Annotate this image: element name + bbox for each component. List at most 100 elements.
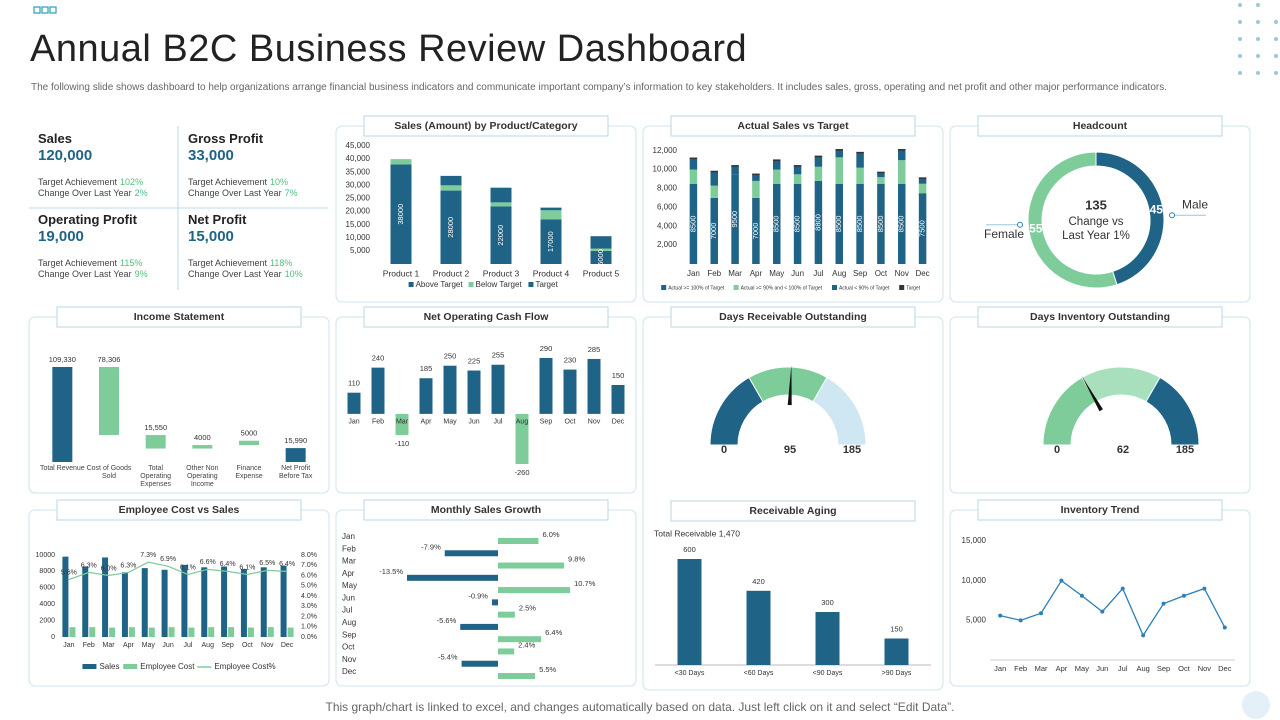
title-box bbox=[670, 115, 916, 137]
kpi-change-label: Change Over Last Year bbox=[188, 269, 282, 279]
bar bbox=[419, 378, 433, 414]
title-box bbox=[670, 500, 916, 522]
value-label: 250 bbox=[444, 352, 457, 361]
gauge-value: 95 bbox=[784, 444, 796, 456]
point bbox=[1202, 586, 1207, 591]
bar-segment bbox=[918, 183, 927, 194]
bar bbox=[371, 367, 385, 414]
point bbox=[1100, 609, 1105, 614]
kpi-target-line: Target Achievement 118% bbox=[188, 258, 328, 269]
waterfall-bar bbox=[145, 435, 166, 449]
center-label: Change vs bbox=[1069, 216, 1124, 228]
y-tick-label: 20,000 bbox=[346, 207, 371, 216]
x-tick-label: Jan bbox=[687, 269, 700, 278]
kpi-gap bbox=[188, 245, 328, 258]
point bbox=[1181, 593, 1186, 598]
bar bbox=[467, 370, 481, 414]
annotation: Total Receivable 1,470 bbox=[654, 528, 740, 538]
value-label: 6.5% bbox=[259, 560, 275, 567]
value-label: 6.4% bbox=[279, 561, 295, 568]
y-tick-label: Jul bbox=[342, 606, 352, 615]
deco-circle bbox=[1242, 691, 1270, 719]
kpi-change-line: Change Over Last Year 7% bbox=[188, 188, 328, 199]
waterfall-bar bbox=[239, 440, 259, 446]
x-tick-label: May bbox=[769, 269, 784, 278]
value-label: 78,306 bbox=[98, 355, 121, 364]
kpi-gap bbox=[38, 164, 178, 177]
x-tick-label: <60 Days bbox=[744, 670, 774, 677]
x-tick-label: Finance Expense bbox=[235, 465, 263, 480]
legend-label: Below Target bbox=[476, 280, 523, 289]
bar-segment bbox=[835, 157, 843, 184]
value-label: 185 bbox=[420, 364, 433, 373]
bar bbox=[102, 557, 109, 637]
bar bbox=[498, 636, 542, 643]
value-label: 2.4% bbox=[518, 640, 535, 649]
data-label: 8500 bbox=[772, 216, 781, 233]
x-tick-label: Oct bbox=[875, 269, 888, 278]
y-tick-label: Jun bbox=[342, 593, 355, 602]
y-tick-label: Sep bbox=[342, 630, 357, 639]
bar bbox=[181, 564, 188, 637]
bar-segment bbox=[752, 174, 760, 181]
bar bbox=[491, 364, 505, 414]
x-tick-label: Mar bbox=[103, 642, 116, 649]
page-description: The following slide shows dashboard to h… bbox=[31, 82, 1167, 93]
x-tick-label: Oct bbox=[565, 419, 576, 426]
value-label: 5000 bbox=[241, 429, 258, 438]
x-tick-label: Total Revenue bbox=[39, 465, 85, 472]
bar-segment bbox=[490, 206, 512, 264]
y-tick-label: Apr bbox=[342, 569, 355, 578]
chart-title: Sales (Amount) by Product/Category bbox=[394, 120, 577, 132]
value-label: 290 bbox=[540, 344, 553, 353]
bar bbox=[395, 413, 409, 436]
x-tick-label: Feb bbox=[707, 269, 721, 278]
title-box bbox=[977, 306, 1223, 328]
y2-tick-label: 7.0% bbox=[301, 562, 317, 569]
data-label: 7000 bbox=[709, 223, 718, 240]
bar bbox=[587, 358, 601, 414]
y-tick-label: 6,000 bbox=[657, 202, 678, 211]
x-tick-label: Nov bbox=[895, 269, 909, 278]
chart-title: Employee Cost vs Sales bbox=[119, 504, 240, 516]
x-tick-label: Sep bbox=[1157, 664, 1170, 673]
bar-segment bbox=[440, 190, 462, 264]
bar-segment bbox=[793, 183, 802, 264]
kpi-gap bbox=[38, 245, 178, 258]
value-label: 6.4% bbox=[545, 628, 562, 637]
bar-segment bbox=[540, 219, 562, 264]
deco-square bbox=[49, 6, 57, 14]
x-tick-label: Apr bbox=[421, 419, 433, 426]
line bbox=[1000, 579, 1226, 637]
y-tick-label: 25,000 bbox=[346, 194, 371, 203]
value-label: 255 bbox=[492, 351, 505, 360]
kpi-change-label: Change Over Last Year bbox=[38, 188, 132, 198]
value-label: 6.1% bbox=[180, 564, 196, 571]
data-label: 38000 bbox=[396, 204, 405, 225]
bar bbox=[498, 538, 539, 544]
kpi-card: Gross Profit 33,000 Target Achievement 10% C… bbox=[188, 131, 328, 199]
bar-segment bbox=[440, 185, 462, 191]
point bbox=[1018, 618, 1023, 623]
bar bbox=[121, 572, 128, 637]
data-label: 8500 bbox=[688, 216, 697, 233]
x-tick-label: Nov bbox=[1198, 664, 1212, 673]
bar-segment bbox=[731, 165, 739, 175]
bar bbox=[815, 612, 840, 665]
bar-segment bbox=[877, 183, 885, 264]
bar bbox=[287, 627, 294, 637]
value-label: 109,330 bbox=[49, 355, 76, 364]
value-label: 5.6% bbox=[61, 569, 77, 576]
kpi-card: Sales 120,000 Target Achievement 102% Change… bbox=[38, 131, 178, 199]
data-label: 28000 bbox=[446, 217, 455, 238]
bar-segment bbox=[814, 180, 823, 264]
y-tick-label: 15,000 bbox=[962, 536, 987, 545]
kpi-target-line: Target Achievement 102% bbox=[38, 177, 178, 188]
y-tick-label: 45,000 bbox=[346, 141, 371, 150]
bar-segment bbox=[898, 160, 906, 184]
value-label: 15,990 bbox=[284, 436, 307, 445]
bar-segment bbox=[440, 175, 462, 186]
x-tick-label: <30 Days bbox=[675, 670, 705, 677]
x-tick-label: Nov bbox=[588, 419, 601, 426]
bar bbox=[168, 627, 175, 637]
